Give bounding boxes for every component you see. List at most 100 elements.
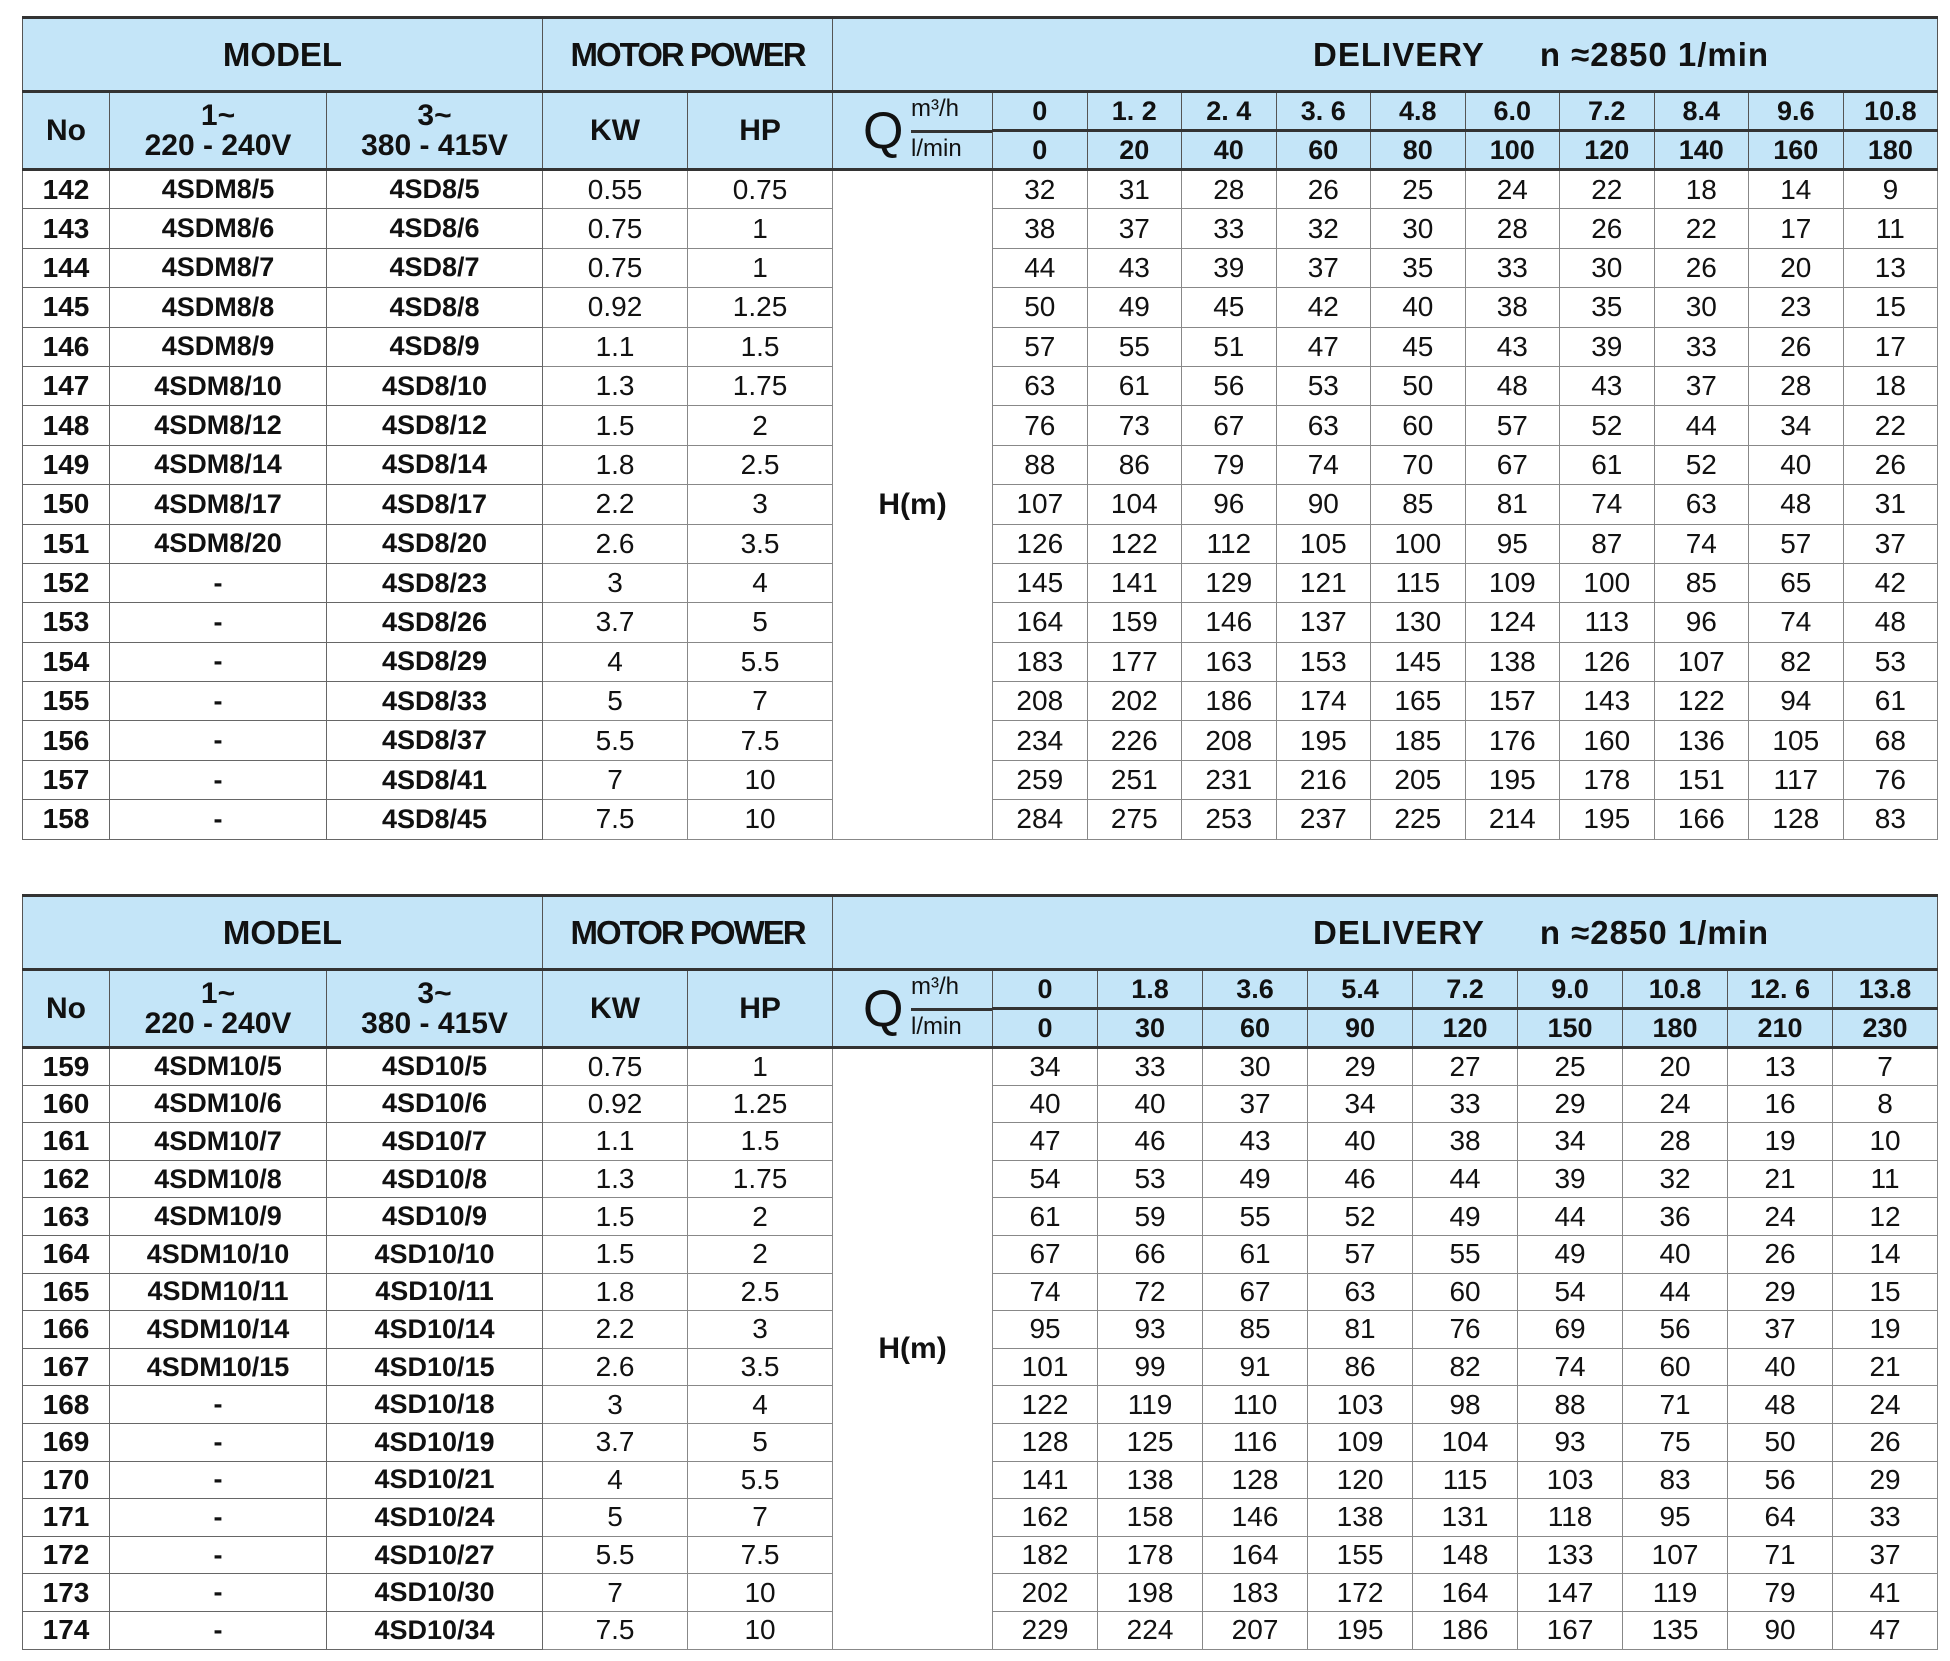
head-label: H(m) [832, 1047, 994, 1650]
table-row: 159 4SDM10/5 4SD10/5 0.75 1 H(m) 34 33 30 29 27 25 2… [22, 1047, 1939, 1650]
single-phase-model: 4SDM8/14 [109, 444, 327, 486]
flow-m3h-cell: 9.0 [1517, 969, 1624, 1010]
head-value: 35 [1370, 247, 1466, 289]
head-value: 116 [1202, 1422, 1309, 1462]
head-value: 105 [1275, 523, 1372, 564]
head-value: 50 [1370, 365, 1466, 407]
head-value: 22 [1653, 208, 1750, 249]
row-number: 173 [22, 1573, 110, 1612]
flow-m3h-cell: 2. 4 [1181, 91, 1277, 132]
three-phase-model: 4SD10/11 [325, 1272, 544, 1312]
pump-spec-table-4sd8: MODEL MOTOR POWER DELIVERY n ≈2850 1/min No 1… [21, 16, 1939, 840]
head-value: 226 [1086, 720, 1183, 761]
pump-spec-table-4sd10: MODEL MOTOR POWER DELIVERY n ≈2850 1/min No 1… [21, 894, 1939, 1650]
hp-value: 1.75 [687, 1159, 834, 1199]
head-value: 25 [1370, 168, 1466, 210]
head-value: 37 [1727, 1310, 1834, 1349]
single-phase-model: 4SDM8/8 [109, 287, 327, 328]
three-phase-model: 4SD10/19 [325, 1422, 544, 1462]
three-phase-model: 4SD8/23 [325, 562, 544, 604]
head-value: 61 [992, 1197, 1099, 1236]
head-value: 37 [1275, 247, 1372, 289]
head-value: 95 [1622, 1498, 1729, 1537]
head-value: 186 [1181, 681, 1277, 722]
head-value: 74 [1748, 602, 1844, 643]
model-header: MODEL [21, 894, 544, 971]
head-value: 63 [1653, 484, 1750, 525]
head-value: 60 [1622, 1347, 1729, 1387]
table-row: 151 4SDM8/20 4SD8/20 2.6 3.5 126 122 112 105 100 9… [22, 523, 1939, 564]
head-value: 214 [1464, 799, 1561, 840]
head-value: 109 [1464, 562, 1561, 604]
q-label: Q [863, 980, 904, 1038]
kw-value: 1.5 [542, 1197, 689, 1236]
head-value: 55 [1086, 326, 1183, 367]
head-value: 45 [1370, 326, 1466, 367]
head-value: 42 [1842, 562, 1939, 604]
flow-lmin-cell: 230 [1832, 1008, 1939, 1049]
flow-lmin-cell: 160 [1748, 130, 1844, 171]
head-value: 101 [992, 1347, 1099, 1387]
flow-m3h-cell: 7.2 [1559, 91, 1655, 132]
head-value: 231 [1181, 759, 1277, 801]
three-phase-model: 4SD10/24 [325, 1498, 544, 1537]
head-value: 133 [1517, 1535, 1624, 1575]
head-value: 7 [1832, 1047, 1939, 1086]
hp-value: 5.5 [687, 1460, 834, 1500]
table-row: 150 4SDM8/17 4SD8/17 2.2 3 107 104 96 90 85 81 74 63… [22, 484, 1939, 525]
row-number: 165 [22, 1272, 110, 1312]
head-value: 25 [1517, 1047, 1624, 1086]
flow-m3h-cell: 5.4 [1307, 969, 1414, 1010]
kw-value: 3.7 [542, 1422, 689, 1462]
kw-value: 0.75 [542, 247, 689, 289]
head-value: 44 [1622, 1272, 1729, 1312]
single-phase-model: - [109, 759, 327, 801]
flow-lmin-cell: 120 [1412, 1008, 1519, 1049]
head-value: 71 [1622, 1385, 1729, 1424]
head-value: 120 [1307, 1460, 1414, 1500]
head-value: 61 [1559, 444, 1655, 486]
head-value: 13 [1842, 247, 1939, 289]
head-value: 165 [1370, 681, 1466, 722]
head-value: 87 [1559, 523, 1655, 564]
head-value: 163 [1181, 641, 1277, 683]
head-label: H(m) [832, 169, 994, 840]
kw-value: 1.3 [542, 365, 689, 407]
single-phase-model: - [109, 1460, 327, 1500]
head-value: 96 [1653, 602, 1750, 643]
table-row: 167 4SDM10/15 4SD10/15 2.6 3.5 101 99 91 86 82 74 6… [22, 1347, 1939, 1387]
head-value: 30 [1370, 208, 1466, 249]
head-value: 36 [1622, 1197, 1729, 1236]
head-value: 207 [1202, 1610, 1309, 1650]
row-number: 148 [22, 405, 110, 446]
speed-label: n ≈2850 1/min [1539, 35, 1770, 73]
kw-value: 2.2 [542, 484, 689, 525]
head-value: 75 [1622, 1422, 1729, 1462]
head-value: 11 [1832, 1159, 1939, 1199]
three-phase-model: 4SD10/30 [325, 1573, 544, 1612]
head-value: 65 [1748, 562, 1844, 604]
table-row: 171-4SD10/24 5 7 162 158 146 138 131 118 95 64 33 [22, 1498, 1939, 1537]
head-value: 17 [1748, 208, 1844, 249]
head-value: 29 [1517, 1084, 1624, 1124]
head-value: 11 [1842, 208, 1939, 249]
head-value: 57 [1748, 523, 1844, 564]
head-value: 166 [1653, 799, 1750, 840]
kw-value: 0.75 [542, 1047, 689, 1086]
kw-value: 0.92 [542, 287, 689, 328]
head-value: 21 [1832, 1347, 1939, 1387]
flow-m3h-cell: 4.8 [1370, 91, 1466, 132]
head-value: 10 [1832, 1122, 1939, 1161]
head-value: 53 [1097, 1159, 1204, 1199]
delivery-header: DELIVERY n ≈2850 1/min [832, 894, 1939, 971]
three-phase-symbol: 3~ [417, 976, 452, 1010]
row-number: 159 [22, 1047, 110, 1086]
head-value: 82 [1748, 641, 1844, 683]
head-value: 112 [1181, 523, 1277, 564]
head-value: 47 [992, 1122, 1099, 1161]
head-value: 49 [1086, 287, 1183, 328]
unit-lmin: l/min [911, 135, 962, 162]
hp-value: 2.5 [687, 1272, 834, 1312]
head-value: 195 [1307, 1610, 1414, 1650]
head-value: 100 [1559, 562, 1655, 604]
